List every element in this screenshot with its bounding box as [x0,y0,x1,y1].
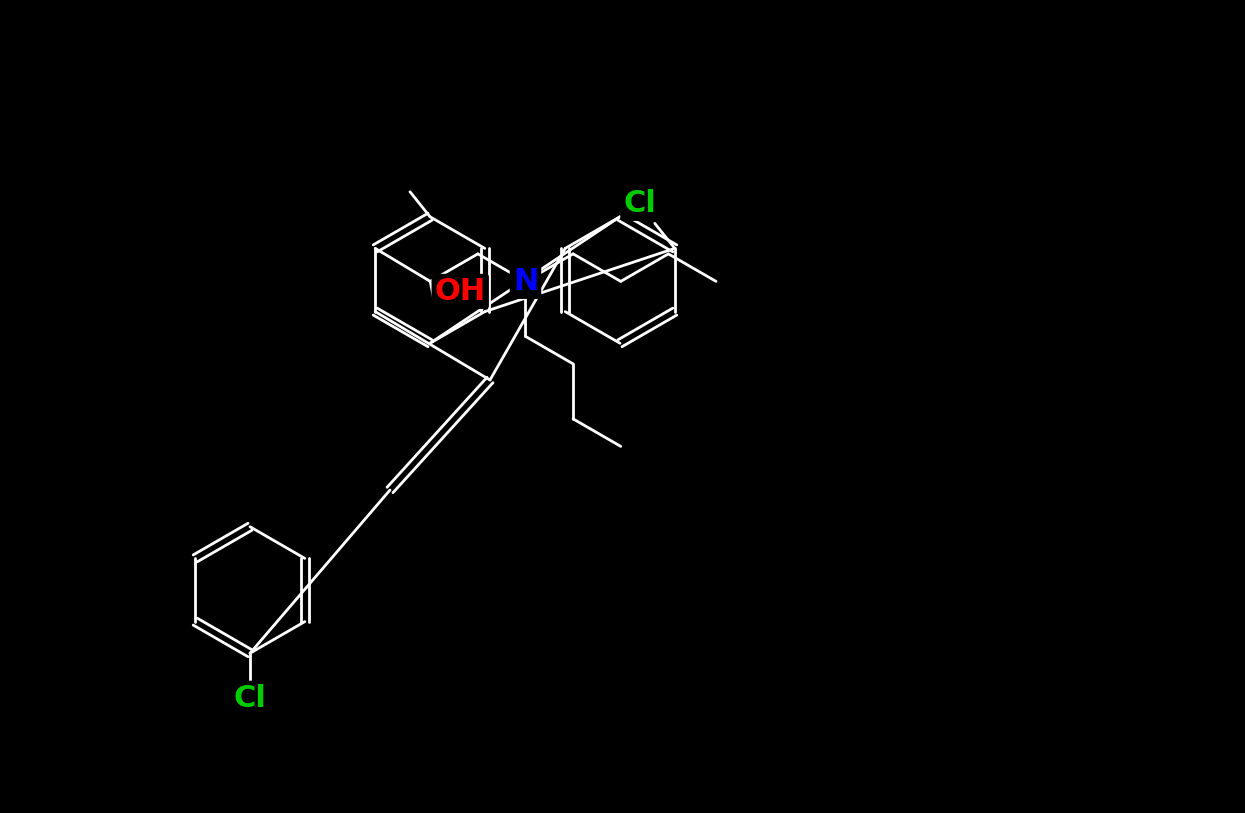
Text: Cl: Cl [234,684,266,713]
Text: N: N [513,267,538,296]
Text: Cl: Cl [624,189,656,218]
Text: OH: OH [435,277,486,306]
